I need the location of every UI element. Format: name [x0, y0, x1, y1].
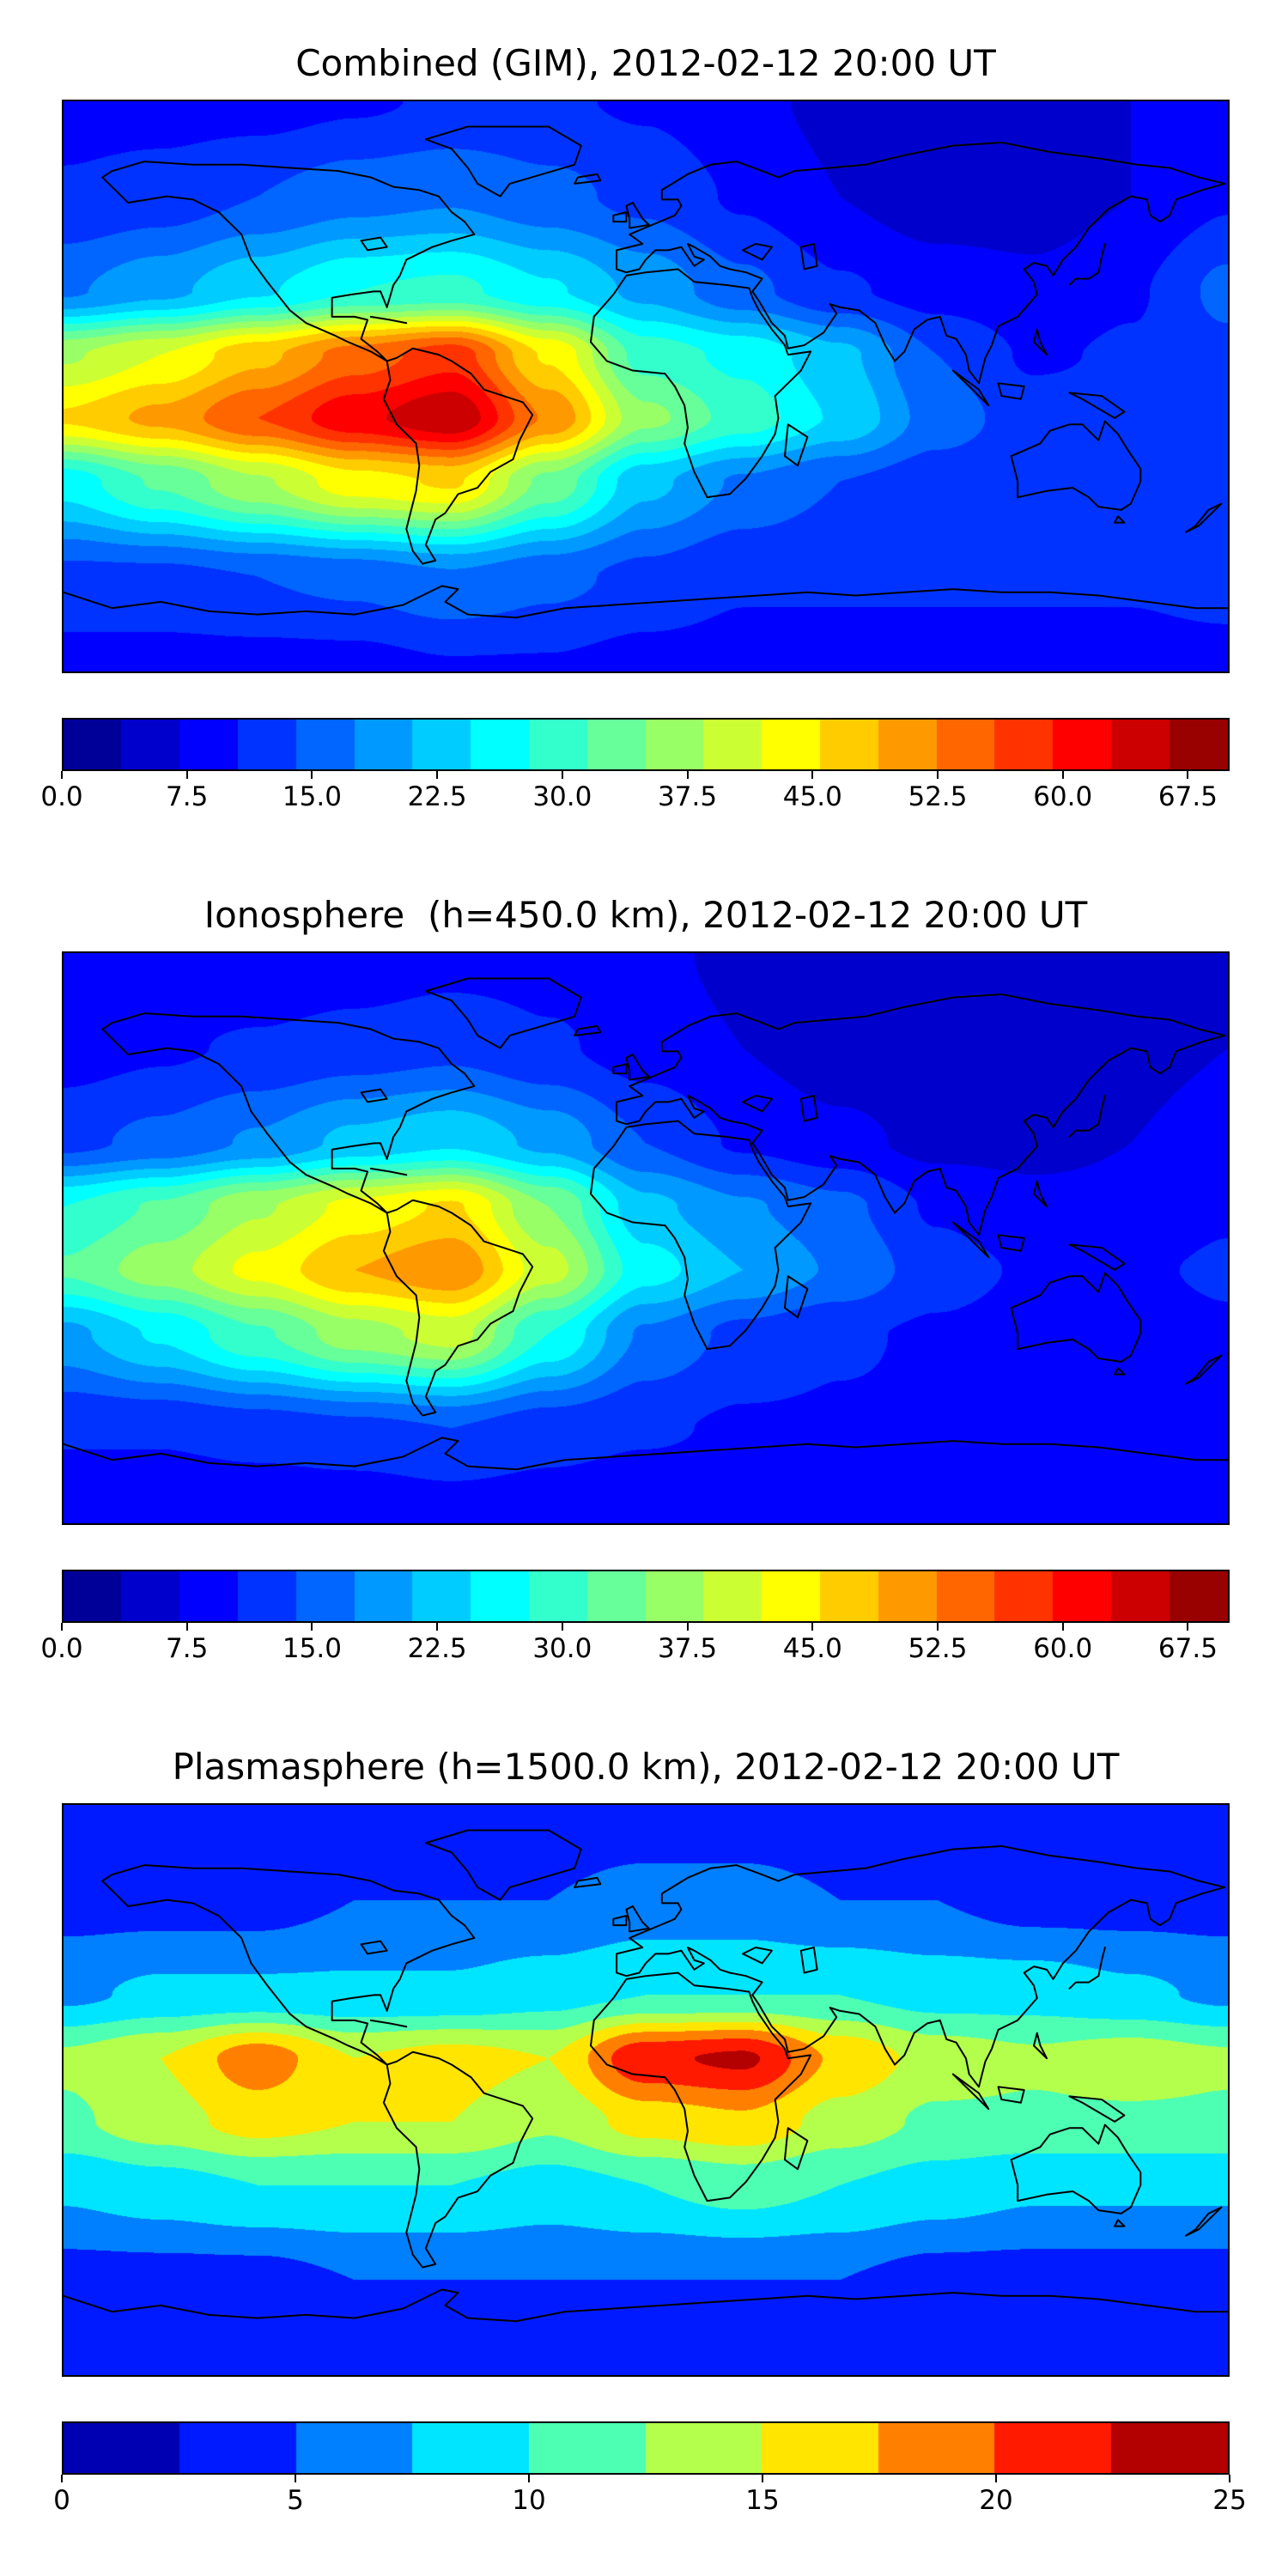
- panel-title-ionosphere: Ionosphere (h=450.0 km), 2012-02-12 20:0…: [204, 894, 1088, 936]
- panel-title-combined: Combined (GIM), 2012-02-12 20:00 UT: [295, 42, 996, 84]
- colorbar-tick-label: 15.0: [282, 1633, 342, 1664]
- colorbar-tick-label: 20: [979, 2485, 1013, 2516]
- colorbar-tick-label: 67.5: [1157, 781, 1218, 812]
- colorbar-tick-mark: [295, 2475, 296, 2482]
- colorbar-gradient-plasmasphere: [64, 2423, 1228, 2473]
- colorbar-tick-mark: [1187, 1623, 1189, 1631]
- colorbar-tick-mark: [1061, 771, 1064, 779]
- colorbar-ticks-plasmasphere: 0 5 10 15 20 25: [53, 2475, 1247, 2518]
- panel-ionosphere: Ionosphere (h=450.0 km), 2012-02-12 20:0…: [0, 893, 1288, 1666]
- colorbar-tick-mark: [811, 1623, 814, 1631]
- colorbar-tick-label: 30.0: [532, 1633, 592, 1664]
- panel-combined-gim: Combined (GIM), 2012-02-12 20:00 UT 0.0 7…: [0, 41, 1288, 814]
- colorbar-combined: [62, 718, 1230, 771]
- map-ionosphere: [62, 951, 1230, 1525]
- colorbar-tick-mark: [185, 1623, 188, 1631]
- colorbar-tick-mark: [1229, 2475, 1230, 2482]
- coastlines-overlay: [64, 953, 1228, 1523]
- colorbar-tick-label: 0.0: [40, 781, 83, 812]
- panel-title-plasmasphere: Plasmasphere (h=1500.0 km), 2012-02-12 2…: [172, 1746, 1120, 1788]
- colorbar-tick-label: 60.0: [1033, 1633, 1093, 1664]
- colorbar-tick-mark: [561, 771, 563, 779]
- colorbar-tick-label: 60.0: [1033, 781, 1093, 812]
- map-combined: [62, 100, 1230, 673]
- colorbar-tick-label: 10: [512, 2485, 546, 2516]
- colorbar-tick-label: 30.0: [532, 781, 592, 812]
- colorbar-tick-label: 15: [745, 2485, 780, 2516]
- colorbar-tick-label: 67.5: [1157, 1633, 1218, 1664]
- colorbar-tick-mark: [561, 1623, 563, 1631]
- colorbar-gradient-combined: [64, 720, 1228, 769]
- colorbar-tick-mark: [436, 1623, 439, 1631]
- colorbar-tick-mark: [686, 1623, 689, 1631]
- colorbar-tick-mark: [185, 771, 188, 779]
- colorbar-tick-label: 45.0: [782, 1633, 842, 1664]
- colorbar-ticks-ionosphere: 0.0 7.5 15.0 22.5 30.0 37.5 45.0 52.5 60.0 67.5: [40, 1623, 1230, 1666]
- colorbar-tick-mark: [762, 2475, 763, 2482]
- colorbar-tick-mark: [937, 1623, 939, 1631]
- colorbar-tick-label: 7.5: [166, 781, 209, 812]
- colorbar-ionosphere: [62, 1570, 1230, 1623]
- colorbar-tick-mark: [311, 771, 313, 779]
- colorbar-tick-mark: [61, 1623, 63, 1631]
- colorbar-tick-label: 45.0: [782, 781, 842, 812]
- colorbar-tick-mark: [937, 771, 939, 779]
- colorbar-ticks-combined: 0.0 7.5 15.0 22.5 30.0 37.5 45.0 52.5 60.0 67.5: [40, 771, 1230, 814]
- colorbar-tick-label: 7.5: [166, 1633, 209, 1664]
- colorbar-tick-mark: [61, 2475, 63, 2482]
- colorbar-tick-mark: [1061, 1623, 1064, 1631]
- colorbar-tick-label: 37.5: [658, 781, 718, 812]
- colorbar-tick-mark: [311, 1623, 313, 1631]
- colorbar-tick-label: 15.0: [282, 781, 342, 812]
- map-plasmasphere: [62, 1803, 1230, 2377]
- colorbar-tick-mark: [528, 2475, 530, 2482]
- tec-heatmap-canvas-plasmasphere: [64, 1805, 1228, 2375]
- colorbar-tick-label: 22.5: [407, 1633, 467, 1664]
- colorbar-tick-label: 52.5: [908, 781, 968, 812]
- colorbar-tick-label: 5: [287, 2485, 304, 2516]
- colorbar-tick-mark: [995, 2475, 997, 2482]
- colorbar-tick-mark: [1187, 771, 1189, 779]
- colorbar-tick-mark: [436, 771, 439, 779]
- panel-plasmasphere: Plasmasphere (h=1500.0 km), 2012-02-12 2…: [0, 1745, 1288, 2518]
- colorbar-tick-mark: [61, 771, 63, 779]
- tec-heatmap-canvas-ionosphere: [64, 953, 1228, 1523]
- colorbar-tick-label: 52.5: [908, 1633, 968, 1664]
- coastlines-overlay: [64, 1805, 1228, 2375]
- colorbar-tick-label: 25: [1212, 2485, 1247, 2516]
- colorbar-tick-label: 0: [53, 2485, 70, 2516]
- coastlines-overlay: [64, 101, 1228, 671]
- colorbar-tick-mark: [686, 771, 689, 779]
- colorbar-tick-label: 0.0: [40, 1633, 83, 1664]
- colorbar-tick-mark: [811, 771, 814, 779]
- colorbar-gradient-ionosphere: [64, 1571, 1228, 1621]
- colorbar-tick-label: 37.5: [658, 1633, 718, 1664]
- tec-heatmap-canvas-combined: [64, 101, 1228, 671]
- colorbar-tick-label: 22.5: [407, 781, 467, 812]
- colorbar-plasmasphere: [62, 2421, 1230, 2475]
